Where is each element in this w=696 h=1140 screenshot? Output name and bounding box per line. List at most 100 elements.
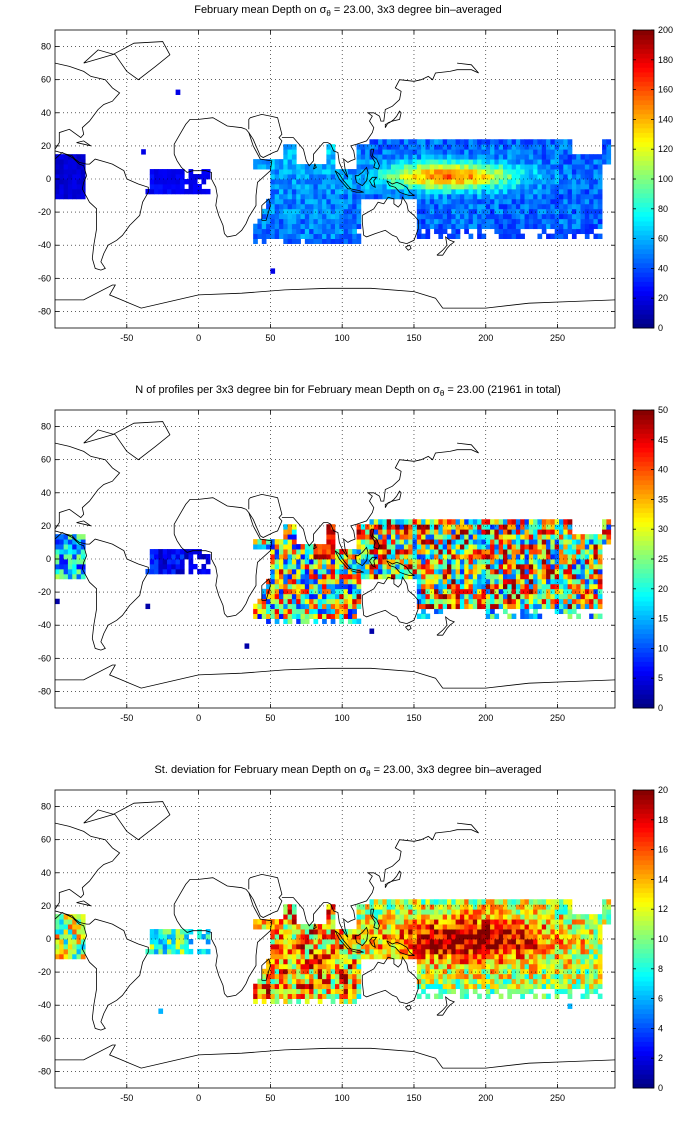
colorbar-band	[633, 479, 654, 485]
data-cell	[507, 549, 513, 555]
data-cell	[442, 549, 448, 555]
data-cell	[589, 939, 594, 945]
data-cell	[416, 174, 422, 180]
data-cell	[520, 613, 525, 619]
data-cell	[274, 188, 280, 195]
data-cell	[80, 193, 86, 200]
data-cell	[335, 588, 340, 595]
data-cell	[59, 948, 65, 955]
data-cell	[580, 603, 586, 610]
data-cell	[576, 934, 581, 940]
data-cell	[459, 203, 465, 210]
data-cell	[580, 939, 586, 945]
data-cell	[403, 573, 409, 580]
data-cell	[459, 539, 465, 545]
data-cell	[528, 983, 534, 990]
colorbar-band	[633, 461, 654, 467]
data-cell	[490, 169, 495, 175]
data-cell	[425, 968, 431, 975]
data-cell	[373, 934, 379, 940]
data-cell	[459, 953, 465, 960]
data-cell	[442, 573, 448, 580]
data-cell	[606, 524, 612, 530]
colorbar-band	[633, 34, 654, 40]
data-cell	[378, 529, 383, 535]
data-cell	[330, 559, 336, 565]
data-cell	[412, 544, 418, 550]
data-cell	[455, 978, 461, 985]
data-cell	[447, 598, 452, 605]
data-cell	[343, 934, 349, 940]
data-cell	[416, 188, 422, 195]
data-cell	[455, 953, 461, 960]
data-cell	[266, 603, 271, 610]
data-cell	[378, 544, 383, 550]
data-cell	[490, 218, 495, 225]
data-cell	[274, 223, 280, 230]
data-cell	[322, 228, 327, 235]
data-cell	[304, 174, 310, 180]
data-cell	[567, 568, 573, 575]
data-cell	[481, 159, 487, 165]
data-cell	[270, 174, 276, 180]
data-cell	[434, 919, 439, 925]
data-cell	[300, 978, 306, 985]
data-cell	[309, 208, 314, 215]
data-cell	[459, 948, 465, 955]
data-cell	[421, 578, 426, 585]
data-cell	[511, 929, 517, 935]
data-cell	[283, 588, 289, 595]
data-cell	[391, 139, 396, 145]
data-cell	[399, 563, 405, 570]
data-cell	[416, 978, 422, 985]
data-cell	[554, 203, 560, 210]
data-cell	[270, 193, 276, 200]
data-cell	[382, 559, 388, 565]
data-cell	[339, 598, 345, 605]
data-cell	[597, 963, 603, 970]
data-cell	[589, 953, 594, 960]
data-cell	[606, 139, 612, 145]
data-cell	[403, 559, 409, 565]
data-cell	[447, 183, 452, 190]
data-cell	[464, 193, 469, 200]
data-cell	[524, 524, 530, 530]
data-cell	[322, 588, 327, 595]
data-cell	[563, 169, 569, 175]
data-cell	[507, 544, 513, 550]
data-cell	[554, 943, 560, 950]
data-cell	[296, 554, 301, 560]
data-cell	[533, 524, 538, 530]
data-cell	[179, 554, 185, 560]
data-cell	[589, 573, 594, 580]
data-cell	[279, 563, 284, 570]
colorbar-band	[633, 670, 654, 676]
data-cell	[550, 208, 556, 215]
data-cell	[490, 598, 495, 605]
data-cell	[511, 943, 517, 950]
data-cell	[438, 208, 444, 215]
data-cell	[584, 573, 590, 580]
data-cell	[313, 588, 319, 595]
data-cell	[429, 203, 435, 210]
data-cell	[416, 963, 422, 970]
data-cell	[63, 573, 69, 580]
data-cell	[597, 934, 603, 940]
data-cell	[593, 208, 599, 215]
data-cell	[296, 993, 301, 999]
coastline	[313, 162, 317, 170]
data-cell	[330, 978, 336, 985]
data-cell	[408, 934, 413, 940]
data-cell	[464, 203, 469, 210]
data-cell	[356, 524, 362, 530]
data-cell	[580, 968, 586, 975]
data-cell	[438, 188, 444, 195]
data-cell	[524, 924, 530, 930]
data-cell	[261, 544, 267, 550]
data-cell	[382, 188, 388, 195]
data-cell	[356, 593, 362, 600]
data-cell	[576, 208, 581, 215]
colorbar-band	[633, 1018, 654, 1024]
data-cell	[563, 559, 569, 565]
data-cell	[580, 223, 586, 230]
